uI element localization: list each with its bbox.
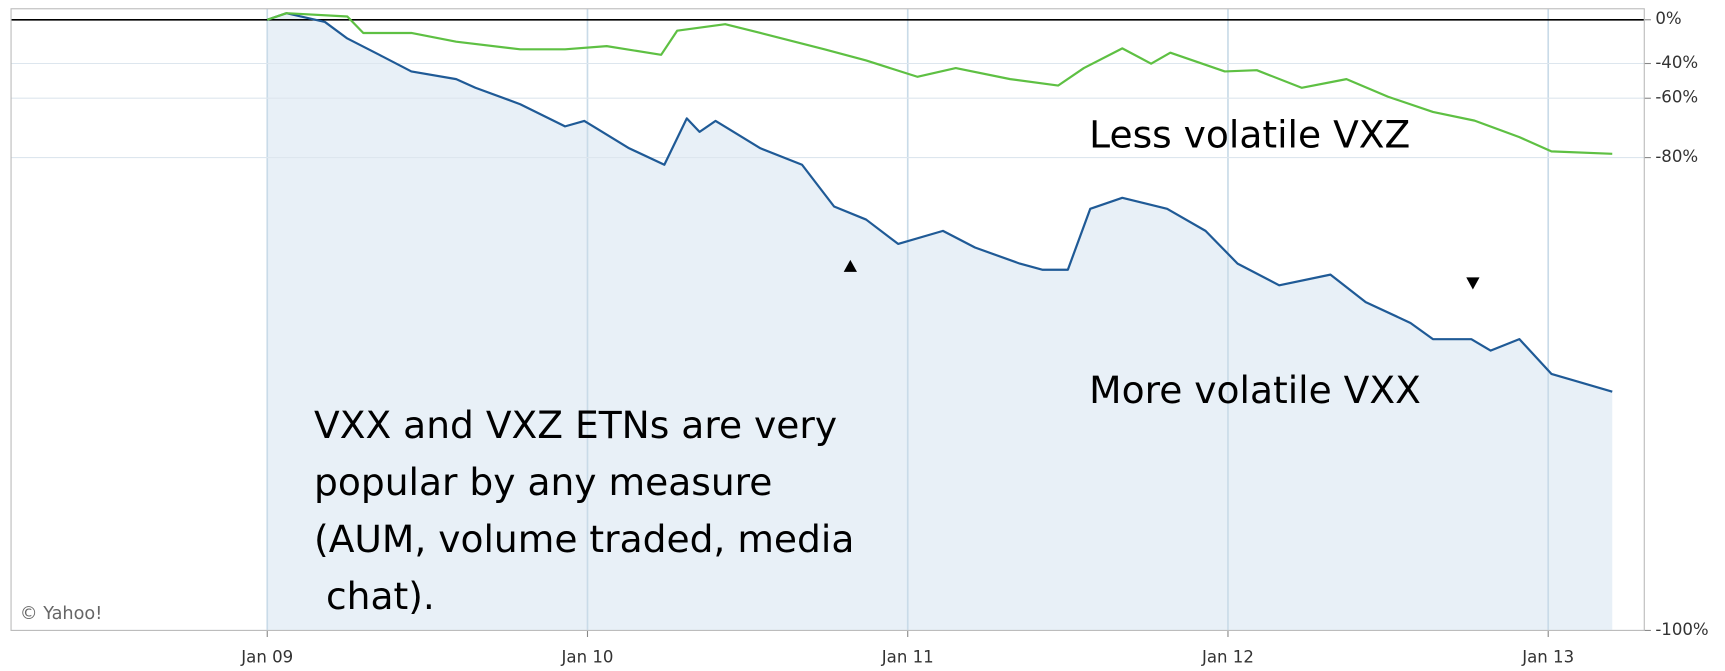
text-box-line: VXX and VXZ ETNs are very [314, 403, 837, 447]
annotation: Less volatile VXZ [1089, 113, 1410, 157]
text-box-line: popular by any measure [314, 460, 772, 504]
event-marker [1466, 277, 1480, 290]
x-tick-label: Jan 09 [240, 647, 293, 666]
credit: © Yahoo! [20, 604, 102, 624]
text-box-line: chat). [314, 574, 435, 618]
line [266, 12, 1613, 155]
y-tick-label: 0% [1655, 9, 1681, 28]
y-tick-label: -80% [1655, 147, 1698, 166]
x-tick-label: Jan 12 [1201, 647, 1254, 666]
area [267, 13, 1613, 631]
y-tick-label: -40% [1655, 53, 1698, 72]
text-box-line: (AUM, volume traded, media [314, 517, 854, 561]
y-tick-label: -60% [1655, 88, 1698, 107]
line [266, 12, 1613, 393]
event-marker [843, 259, 857, 272]
plot-area: Jan 09 Jan 10 Jan 11 Jan 12 Jan 13 0% -40% -60%… [10, 8, 1709, 666]
annotation: More volatile VXX [1089, 368, 1421, 412]
plot-frame [10, 8, 1645, 631]
x-tick-label: Jan 13 [1521, 647, 1574, 666]
y-tick-label: -100% [1655, 620, 1708, 639]
x-tick-label: Jan 10 [561, 647, 614, 666]
x-tick-label: Jan 11 [881, 647, 934, 666]
